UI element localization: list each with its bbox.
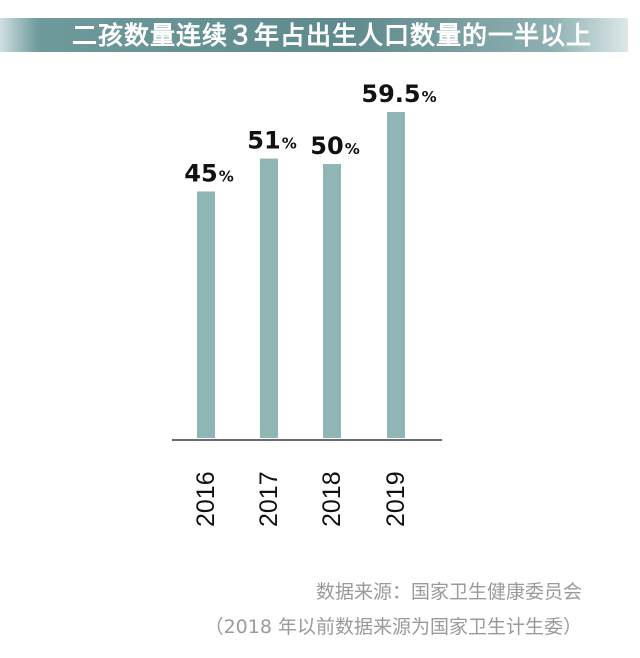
labels-layer: 45% 51% 50%59.5% — [184, 80, 436, 187]
chart-title: 二孩数量连续３年占出生人口数量的一半以上 — [72, 21, 593, 50]
bar-2018 — [323, 164, 341, 438]
value-label-2016: 45% — [184, 159, 233, 187]
x-tick-label-2017: 2017 — [255, 471, 283, 527]
bars-layer — [197, 112, 405, 439]
value-label-2018: 50% — [310, 132, 359, 160]
x-tick-label-2018: 2018 — [318, 471, 346, 527]
source-note: （2018 年以前数据来源为国家卫生计生委） — [204, 616, 582, 638]
bar-2016 — [197, 191, 215, 438]
source-text: 数据来源：国家卫生健康委员会 — [315, 581, 582, 603]
value-label-2019: 59.5% — [361, 80, 436, 108]
x-tick-label-2016: 2016 — [192, 471, 220, 527]
bar-2017 — [260, 158, 278, 439]
x-tick-label-2019: 2019 — [382, 471, 410, 527]
ticks-layer: 2016 2017 2018 2019 — [192, 471, 410, 527]
value-label-2017: 51% — [247, 127, 296, 155]
title-banner — [0, 18, 628, 52]
bar-2019 — [387, 112, 405, 438]
